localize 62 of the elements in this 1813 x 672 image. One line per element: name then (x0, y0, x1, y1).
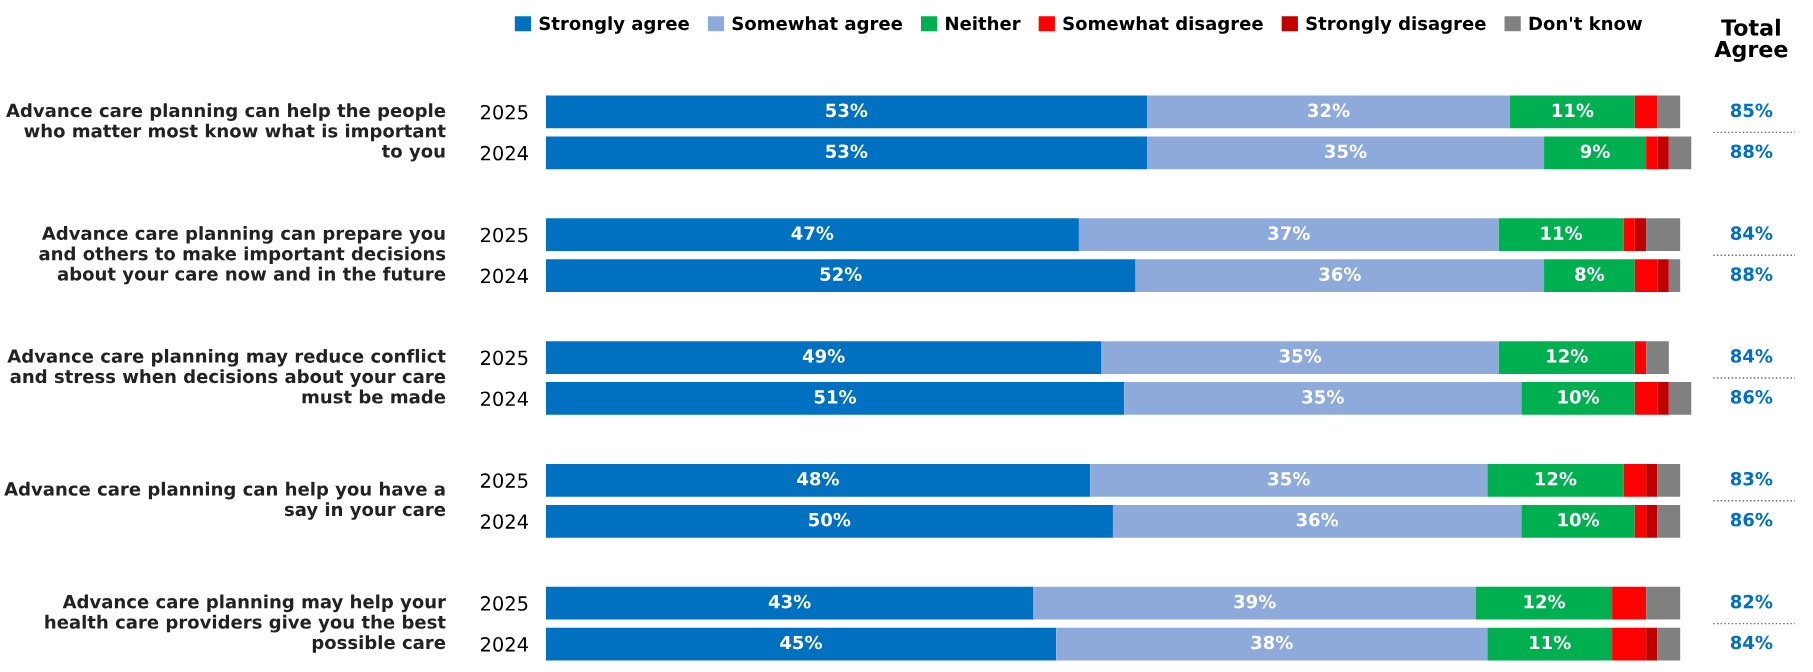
data-label: 53% (826, 103, 868, 118)
data-label: 49% (802, 349, 845, 363)
data-label: 35% (1302, 390, 1344, 404)
text: 84% (1730, 635, 1773, 650)
data-label: 36% (1296, 512, 1339, 527)
data-label: 37% (1268, 226, 1310, 240)
y-tick-label: 2024 (480, 391, 528, 407)
text: 88% (1730, 144, 1773, 159)
y-tick-label: 2024 (480, 268, 528, 284)
data-label: 12% (1524, 594, 1566, 609)
data-label: 11% (1530, 635, 1571, 650)
text: 85% (1730, 103, 1773, 118)
data-label: 35% (1279, 349, 1322, 363)
text: 86% (1730, 512, 1773, 527)
legend-label: Strongly agree (539, 16, 689, 34)
text: 84% (1730, 349, 1773, 363)
y-tick-label: 2025 (480, 227, 528, 243)
y-tick-label: 2025 (480, 473, 528, 488)
text: Advance care planning can prepare you and others to make important decisions about your care now and in the future (39, 226, 446, 285)
data-label: 35% (1268, 471, 1310, 486)
data-label: 36% (1319, 267, 1361, 281)
text: 84% (1730, 226, 1773, 240)
data-label: 10% (1558, 390, 1600, 404)
text: Advance care planning can help the people who matter most know what is important to you (6, 103, 446, 162)
y-tick-label: 2024 (480, 145, 528, 161)
legend-label: Somewhat agree (732, 16, 903, 34)
data-label: 50% (809, 512, 851, 527)
data-label: 51% (814, 390, 857, 404)
data-label: 47% (791, 226, 834, 240)
data-label: 8% (1575, 267, 1605, 281)
data-label: 38% (1251, 635, 1293, 650)
data-label: 39% (1234, 594, 1276, 609)
y-tick-label: 2025 (480, 596, 528, 611)
text: Advance care planning may reduce conflict and stress when decisions about your care must be made (7, 348, 446, 404)
data-label: 12% (1547, 349, 1588, 363)
legend-label: Don't know (1529, 16, 1643, 31)
text: 83% (1730, 471, 1773, 486)
text: 82% (1730, 594, 1773, 609)
text: Advance care planning may help your health care providers give you the best possible care (45, 594, 446, 653)
data-label: 11% (1552, 103, 1594, 118)
text: Advance care planning can help you have a say in your care (4, 481, 446, 520)
data-label: 32% (1308, 103, 1350, 118)
data-label: 53% (826, 144, 868, 159)
data-label: 43% (768, 594, 811, 609)
data-label: 9% (1580, 144, 1610, 159)
y-tick-label: 2024 (480, 637, 528, 652)
data-label: 48% (797, 471, 840, 486)
text: Total Agree (1714, 18, 1788, 62)
data-label: 11% (1541, 226, 1583, 240)
data-label: 52% (820, 267, 862, 281)
legend-label: Strongly disagree (1306, 16, 1486, 34)
data-label: 45% (780, 635, 822, 650)
legend-label: Neither (946, 16, 1021, 31)
text: 88% (1730, 267, 1773, 281)
y-tick-label: 2025 (480, 350, 528, 366)
data-label: 35% (1325, 144, 1367, 159)
data-label: 10% (1558, 512, 1600, 527)
data-label: 12% (1535, 471, 1577, 486)
y-tick-label: 2025 (480, 104, 528, 120)
y-tick-label: 2024 (480, 514, 528, 529)
text: 86% (1730, 390, 1773, 404)
legend-label: Somewhat disagree (1063, 16, 1263, 34)
